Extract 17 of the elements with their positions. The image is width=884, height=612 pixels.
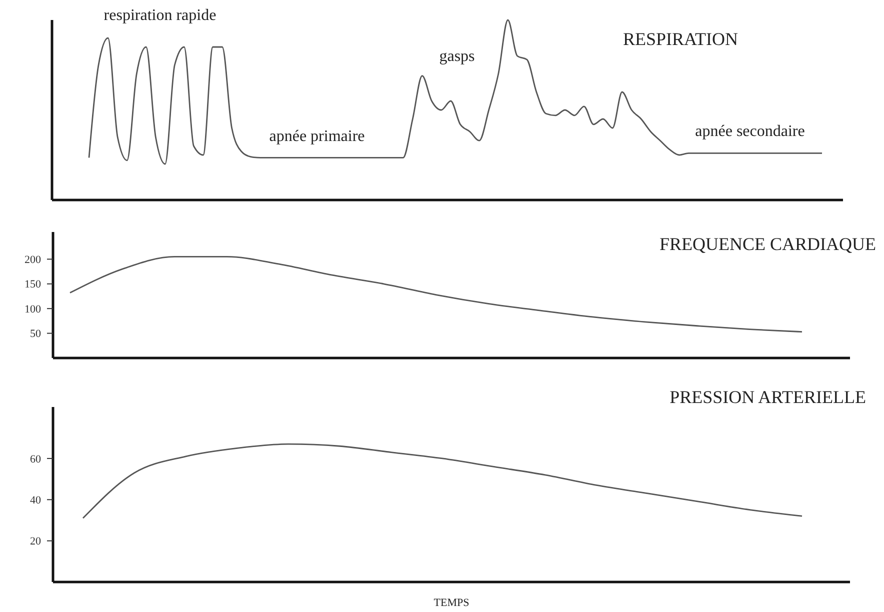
y-tick-label: 150 bbox=[24, 278, 42, 291]
y-tick-label: 200 bbox=[24, 254, 42, 266]
text: RESPIRATION bbox=[622, 29, 738, 49]
chart-title: FREQUENCE CARDIAQUE bbox=[659, 234, 876, 254]
chart-title: PRESSION ARTERIELLE bbox=[670, 387, 866, 407]
annotation: gasps bbox=[439, 48, 475, 65]
line-series bbox=[82, 443, 803, 519]
annotation: respiration rapide bbox=[104, 7, 216, 24]
y-tick-label: 40 bbox=[30, 494, 42, 506]
line-series bbox=[69, 256, 803, 333]
y-tick-label: 50 bbox=[30, 328, 42, 340]
y-tick-label: 20 bbox=[30, 536, 42, 548]
y-tick-label: 100 bbox=[24, 303, 42, 316]
annotation: apnée primaire bbox=[269, 128, 365, 145]
x-axis-title: TEMPS bbox=[434, 597, 470, 609]
annotation: apnée secondaire bbox=[695, 123, 805, 140]
y-tick-label: 60 bbox=[30, 453, 42, 466]
